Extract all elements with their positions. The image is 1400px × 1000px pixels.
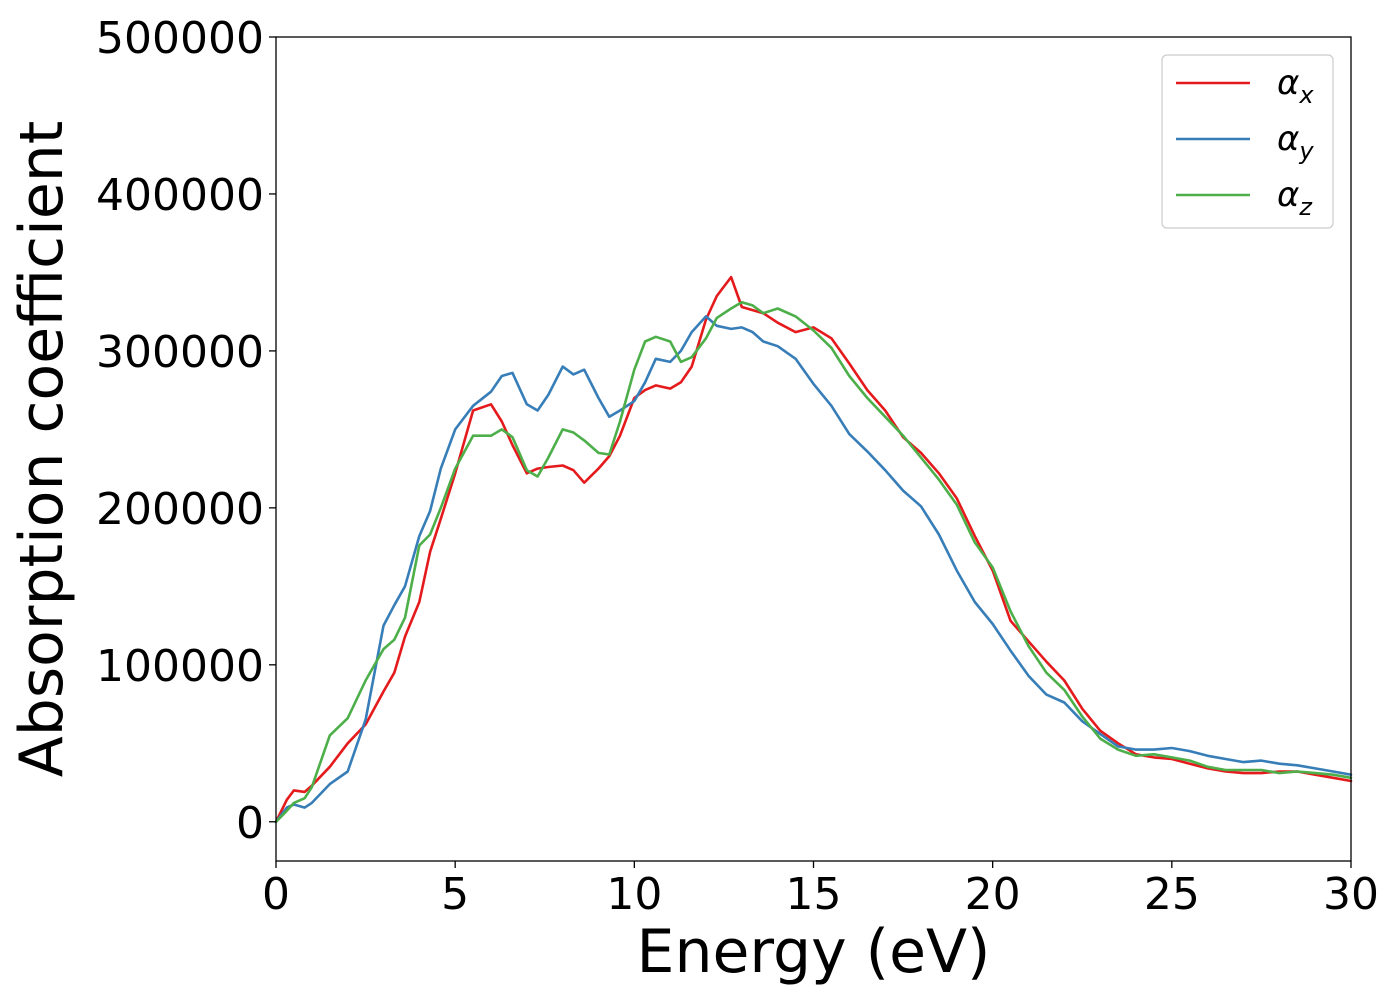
y-tick-label: 0	[236, 798, 264, 849]
y-axis-title: Absorption coefficient	[7, 121, 77, 778]
x-tick-label: 0	[262, 869, 290, 920]
y-axis: 0 100000 200000 300000 400000 500000	[96, 13, 276, 849]
legend-subscript: y	[1298, 137, 1314, 165]
x-tick-label: 15	[786, 869, 842, 920]
x-tick-label: 5	[441, 869, 469, 920]
x-tick-label: 20	[965, 869, 1021, 920]
x-tick-label: 25	[1144, 869, 1200, 920]
x-tick-label: 30	[1323, 869, 1379, 920]
legend-subscript: x	[1298, 81, 1314, 109]
series-line-z	[274, 300, 1353, 824]
x-axis: 0 5 10 15 20 25 30	[262, 861, 1379, 920]
y-tick-label: 400000	[96, 170, 264, 221]
y-tick-label: 200000	[96, 484, 264, 535]
y-tick-label: 300000	[96, 327, 264, 378]
y-tick-label: 100000	[96, 641, 264, 692]
x-tick-label: 10	[606, 869, 662, 920]
legend-subscript: z	[1298, 193, 1313, 221]
series-line-y	[274, 315, 1353, 824]
series-group	[274, 275, 1353, 824]
x-axis-title: Energy (eV)	[637, 917, 991, 987]
legend-box	[1161, 54, 1334, 229]
series-line-x	[274, 275, 1353, 824]
y-tick-label: 500000	[96, 13, 264, 64]
